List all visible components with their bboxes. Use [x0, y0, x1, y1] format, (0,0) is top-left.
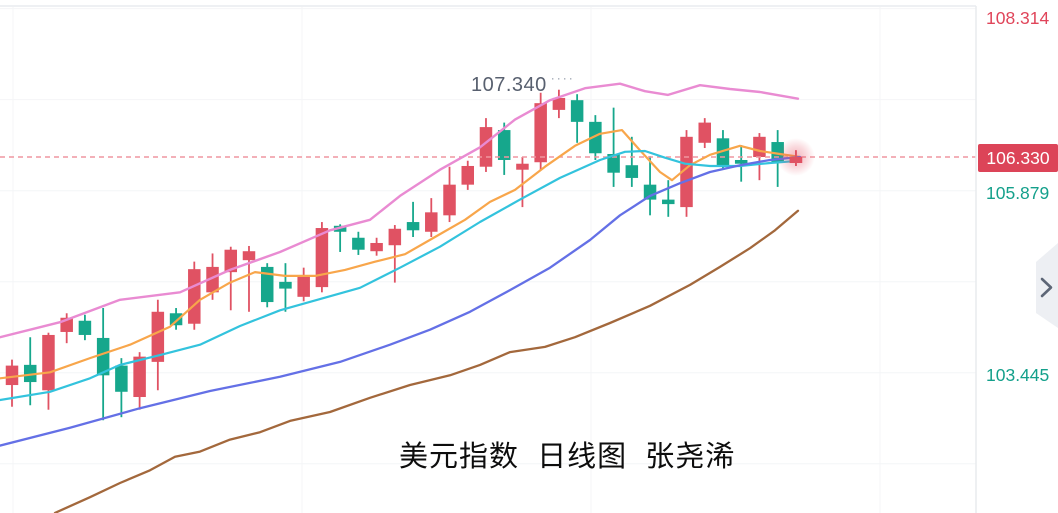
candle-body	[680, 136, 693, 208]
candle-body	[643, 184, 657, 200]
candle-body	[370, 242, 383, 252]
candle-body	[406, 222, 420, 231]
y-axis-tick-2: 105.879	[986, 183, 1050, 203]
candle-body	[5, 365, 19, 386]
collapse-panel-tab[interactable]	[1036, 243, 1058, 328]
candle-body	[315, 228, 329, 288]
candle-body	[133, 356, 146, 398]
candle-body	[589, 121, 602, 154]
candle-body	[115, 365, 128, 392]
candle-body	[206, 266, 219, 293]
candle-body	[188, 269, 201, 324]
candle-body	[425, 212, 438, 232]
candle-body	[42, 334, 55, 391]
candle-body	[516, 163, 529, 170]
candle-body	[23, 364, 37, 383]
plot-area	[0, 6, 976, 513]
ma-slow	[0, 155, 802, 447]
candle-body	[570, 100, 584, 122]
y-axis-tick-1: 108.314	[986, 8, 1050, 28]
price-alert-annotation: 107.340 ····	[471, 71, 575, 97]
candle-body	[625, 165, 639, 178]
candle-body	[78, 320, 92, 335]
candle-body	[297, 275, 310, 297]
candle-body	[352, 237, 365, 250]
candle-body	[461, 165, 474, 185]
chevron-right-icon	[1040, 277, 1053, 298]
candle-body	[242, 251, 256, 261]
candle-body	[789, 157, 803, 163]
candle-body	[279, 281, 292, 289]
candle-body	[607, 154, 620, 173]
candle-body	[552, 97, 566, 110]
candle-body	[698, 122, 711, 143]
candle-body	[443, 184, 456, 216]
candle-body	[151, 311, 165, 362]
ma-band-upper	[0, 82, 800, 339]
price-alert-value: 107.340	[471, 74, 547, 96]
candle-body	[96, 337, 110, 376]
candle-body	[734, 159, 748, 164]
y-axis-tick-3: 103.445	[986, 365, 1050, 385]
chart-title: 美元指数 日线图 张尧浠	[399, 441, 736, 473]
candle-body	[534, 103, 547, 163]
ma-long	[53, 209, 800, 513]
candle-body	[753, 136, 766, 157]
candle-body	[497, 130, 511, 160]
candle-body	[260, 266, 274, 303]
ma-mid	[0, 149, 802, 402]
current-price-badge: 106.330	[978, 144, 1058, 172]
candle-body	[224, 249, 238, 273]
candle-body	[662, 199, 675, 205]
dots-icon: ····	[550, 71, 575, 85]
ma-fast	[0, 129, 802, 380]
candle-body	[169, 313, 183, 326]
candle-body	[388, 228, 402, 246]
